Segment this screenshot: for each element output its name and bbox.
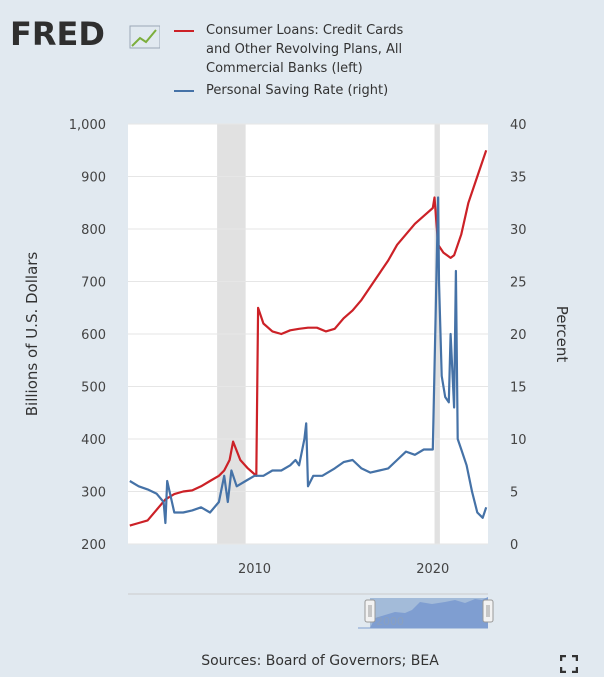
- right-axis-title: Percent: [553, 306, 571, 363]
- fred-logo-text: FRED: [10, 15, 105, 53]
- right-axis-ticks: 40 35 30 25 20 15 10 5 0: [510, 118, 527, 553]
- navigator-label: 2000: [376, 615, 404, 628]
- y-right-tick-label: 35: [510, 171, 527, 186]
- y-left-tick-label: 500: [81, 381, 106, 396]
- grid-lines: [128, 123, 488, 545]
- y-left-tick-label: 600: [81, 328, 106, 343]
- y-right-tick-label: 5: [510, 486, 518, 501]
- y-left-tick-label: 400: [81, 433, 106, 448]
- y-left-tick-label: 800: [81, 223, 106, 238]
- y-right-tick-label: 25: [510, 276, 527, 291]
- left-axis-title: Billions of U.S. Dollars: [23, 252, 41, 417]
- y-right-tick-label: 40: [510, 118, 527, 133]
- y-left-tick-label: 900: [81, 171, 106, 186]
- y-right-tick-label: 10: [510, 433, 527, 448]
- legend-swatch-red: [174, 30, 194, 32]
- left-axis-ticks: 1,000 900 800 700 600 500 400 300 200: [69, 118, 106, 553]
- y-left-tick-label: 300: [81, 486, 106, 501]
- y-left-tick-label: 1,000: [69, 118, 106, 133]
- y-right-tick-label: 20: [510, 328, 527, 343]
- fullscreen-icon-graphic: [559, 654, 579, 674]
- legend-label: Personal Saving Rate (right): [206, 83, 389, 98]
- y-left-tick-label: 700: [81, 276, 106, 291]
- y-left-tick-label: 200: [81, 538, 106, 553]
- series-line-saving-rate: [129, 196, 488, 525]
- y-right-tick-label: 15: [510, 381, 527, 396]
- sources-footer: Sources: Board of Governors; BEA: [201, 653, 439, 669]
- y-right-tick-label: 0: [510, 538, 518, 553]
- navigator-mini-series: [370, 597, 488, 628]
- x-axis-ticks: 2010 2020: [238, 562, 449, 577]
- navigator-right-handle[interactable]: [482, 599, 494, 623]
- legend-swatch-blue: [174, 90, 194, 92]
- series-line-consumer-loans: [129, 149, 488, 527]
- navigator-left-handle[interactable]: [364, 599, 376, 623]
- fullscreen-icon[interactable]: [559, 654, 579, 674]
- x-tick-label: 2010: [238, 562, 271, 577]
- series-lines: [129, 149, 488, 527]
- y-right-tick-label: 30: [510, 223, 527, 238]
- x-tick-label: 2020: [416, 562, 449, 577]
- range-navigator[interactable]: 2000: [128, 593, 494, 629]
- legend-label: Consumer Loans: Credit Cards and Other R…: [206, 23, 404, 76]
